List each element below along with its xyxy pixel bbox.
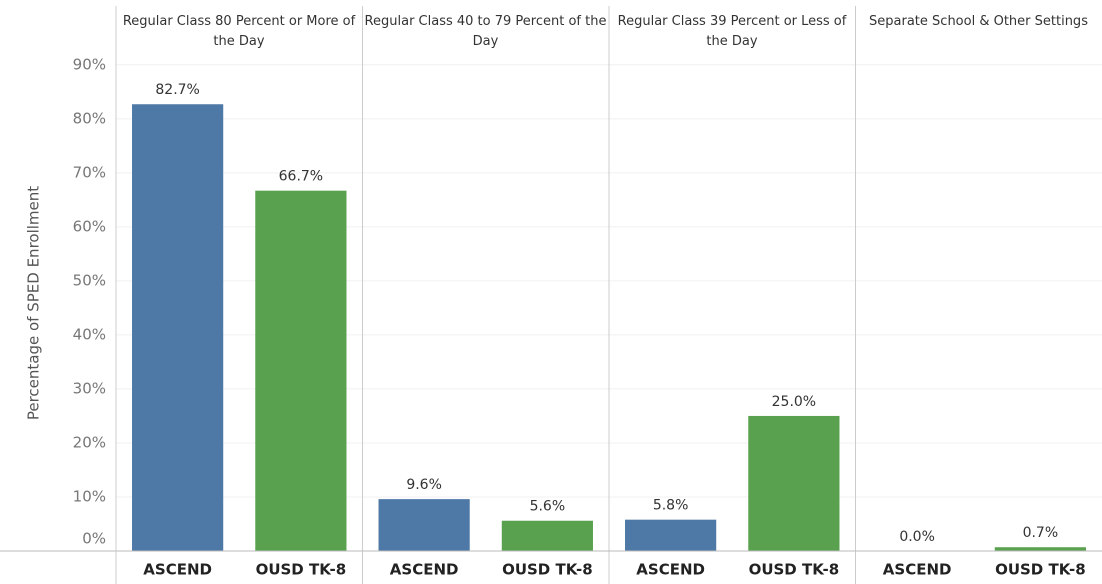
- panel-header: Separate School & Other Settings: [869, 14, 1088, 29]
- x-tick-label: ASCEND: [390, 561, 459, 579]
- y-tick-label: 10%: [73, 487, 106, 505]
- y-tick-label: 80%: [73, 109, 106, 127]
- x-tick-label: OUSD TK-8: [256, 561, 347, 579]
- value-label: 9.6%: [406, 477, 442, 493]
- y-tick-label: 60%: [73, 217, 106, 235]
- bar: [625, 519, 717, 551]
- value-label: 0.0%: [899, 529, 935, 545]
- x-tick-label: OUSD TK-8: [995, 561, 1086, 579]
- x-tick-label: ASCEND: [883, 561, 952, 579]
- x-tick-label: OUSD TK-8: [749, 561, 840, 579]
- panel-header: Regular Class 80 Percent or More of the …: [122, 14, 356, 49]
- bar: [255, 190, 347, 552]
- bar: [378, 499, 470, 551]
- value-label: 25.0%: [772, 394, 816, 410]
- y-tick-label: 0%: [82, 530, 106, 548]
- value-label: 5.8%: [653, 498, 689, 514]
- y-tick-label: 70%: [73, 163, 106, 181]
- bar: [132, 104, 224, 551]
- y-tick-label: 20%: [73, 433, 106, 451]
- y-tick-label: 40%: [73, 325, 106, 343]
- bar: [501, 520, 593, 551]
- y-tick-label: 90%: [73, 55, 106, 73]
- panel-header: Regular Class 39 Percent or Less of the …: [617, 14, 847, 49]
- bar: [994, 547, 1086, 551]
- panel-header: Regular Class 40 to 79 Percent of the Da…: [364, 14, 607, 49]
- y-axis-label: Percentage of SPED Enrollment: [25, 186, 43, 420]
- value-label: 0.7%: [1023, 525, 1059, 541]
- value-label: 5.6%: [530, 499, 566, 515]
- x-tick-label: ASCEND: [636, 561, 705, 579]
- value-label: 66.7%: [279, 169, 323, 185]
- x-tick-label: OUSD TK-8: [502, 561, 593, 579]
- y-tick-label: 50%: [73, 271, 106, 289]
- value-label: 82.7%: [155, 82, 199, 98]
- bar: [748, 415, 840, 551]
- x-tick-label: ASCEND: [143, 561, 212, 579]
- y-tick-label: 30%: [73, 379, 106, 397]
